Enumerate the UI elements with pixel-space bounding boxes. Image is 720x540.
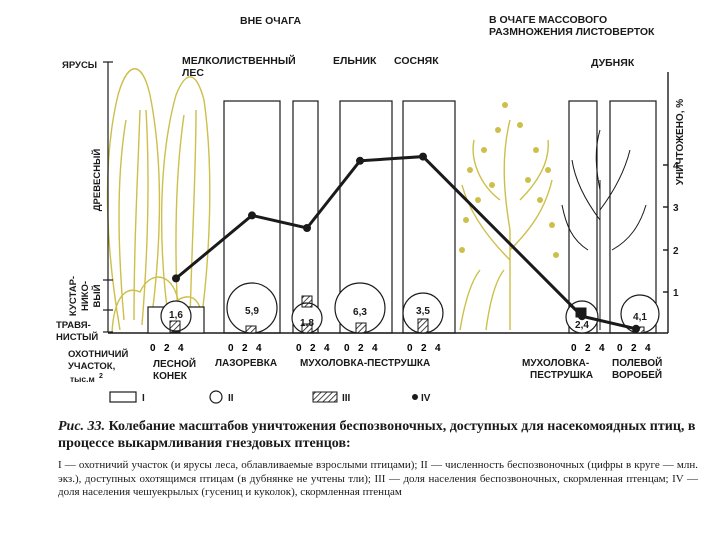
- territory-tick-label: 0: [228, 343, 234, 354]
- territory-tick-label: 0: [617, 343, 623, 354]
- zone-outbreak-heading-2: РАЗМНОЖЕНИЯ ЛИСТОВЕРТОК: [489, 26, 655, 38]
- fed-share-6: [417, 318, 429, 334]
- layer-shrub-label-3: ВЫЙ: [91, 284, 103, 307]
- species-label-vorobey-2: ВОРОБЕЙ: [612, 368, 662, 381]
- legend-label-II: II: [228, 393, 234, 404]
- habitat-stands: [223, 100, 657, 334]
- species-label-konek-1: ЛЕСНОЙ: [153, 357, 196, 370]
- abundance-value-1: 1,6: [169, 310, 183, 321]
- series-iv-point: [303, 224, 311, 232]
- territory-tick-label: 0: [571, 343, 577, 354]
- zone-outside-heading: ВНЕ ОЧАГА: [240, 15, 302, 27]
- territory-tick-label: 4: [324, 343, 330, 354]
- layer-scale: [103, 61, 113, 333]
- right-axis-tick-label-1: 1: [673, 288, 679, 299]
- fed-share-5: [355, 322, 367, 334]
- stand-sosnyak: [402, 100, 456, 334]
- abundance-value-4: 6,3: [353, 307, 367, 318]
- abundance-value-6: 2,4: [575, 320, 589, 331]
- series-iv-point: [172, 274, 180, 283]
- territory-tick-label: 2: [310, 343, 316, 354]
- layer-grass-label-1: ТРАВЯ-: [56, 320, 91, 331]
- habitat-melkolist-2: ЛЕС: [182, 67, 204, 79]
- territory-tick-label: 2: [358, 343, 364, 354]
- legend: I II III IV: [109, 390, 431, 404]
- habitat-elnik: ЕЛЬНИК: [333, 55, 377, 67]
- abundance-value-5: 3,5: [416, 306, 430, 317]
- territory-tick-label: 2: [585, 343, 591, 354]
- figure-caption-legend: I — охотничий участок (и ярусы леса, обл…: [58, 459, 698, 498]
- legend-symbol-I: [109, 391, 137, 403]
- fed-share-4: [301, 323, 313, 334]
- legend-symbol-IV: [412, 394, 418, 400]
- species-label-konek-2: КОНЕК: [153, 371, 188, 382]
- territory-tick-label: 4: [372, 343, 378, 354]
- fed-share-3: [301, 295, 313, 308]
- territory-tick-label: 0: [296, 343, 302, 354]
- territory-axis-label-sup: 2: [99, 373, 103, 380]
- right-axis-tick-label-3: 3: [673, 203, 679, 214]
- territory-tick-label: 2: [631, 343, 637, 354]
- right-axis: [663, 72, 669, 333]
- figure-number: Рис. 33.: [58, 419, 106, 434]
- series-iv-point: [419, 152, 427, 161]
- fed-share-2: [245, 325, 257, 334]
- legend-label-IV: IV: [421, 393, 431, 404]
- species-label-pestrushka-2b: ПЕСТРУШКА: [530, 370, 593, 381]
- vegetation-illustration: [106, 68, 559, 333]
- territory-axis-label-1: ОХОТНИЧИЙ: [68, 348, 129, 360]
- legend-symbol-II: [209, 390, 223, 404]
- series-iv-point: [578, 312, 586, 321]
- territory-tick-label: 0: [407, 343, 413, 354]
- territory-tick-label: 2: [421, 343, 427, 354]
- right-axis-tick-label-4: 4: [673, 161, 679, 172]
- habitat-sosnyak: СОСНЯК: [394, 55, 439, 67]
- species-label-lazorevka: ЛАЗОРЕВКА: [215, 358, 277, 369]
- legend-label-I: I: [142, 393, 145, 404]
- stand-dubnyak-1: [568, 100, 598, 334]
- right-axis-label: УНИЧТОЖЕНО, %: [675, 99, 686, 185]
- right-axis-tick-label-2: 2: [673, 246, 679, 257]
- territory-axis-label-2: УЧАСТОК,: [68, 361, 115, 372]
- territory-tick-label: 2: [164, 343, 170, 354]
- stand-dubnyak-2: [609, 100, 657, 334]
- territory-tick-label: 2: [242, 343, 248, 354]
- oak-tree-illustration: [561, 129, 647, 330]
- series-destroyed-line: [172, 152, 640, 333]
- layer-shrub-label-2: НИКО-: [80, 281, 91, 311]
- layer-shrub-label-1: КУСТАР-: [68, 276, 79, 316]
- legend-symbol-III: [312, 391, 338, 403]
- abundance-value-3: 1,8: [300, 318, 314, 329]
- territory-tick-label: 4: [599, 343, 605, 354]
- species-label-pestrushka-1: МУХОЛОВКА-ПЕСТРУШКА: [300, 358, 430, 369]
- foliage-dots: [459, 102, 559, 258]
- territory-tick-label: 4: [435, 343, 441, 354]
- territory-tick-label: 4: [178, 343, 184, 354]
- habitat-melkolist-1: МЕЛКОЛИСТВЕННЫЙ: [182, 54, 296, 67]
- territory-tick-label: 4: [645, 343, 651, 354]
- territory-tick-label: 4: [256, 343, 262, 354]
- figure-title: Колебание масштабов уничтожения беспозво…: [58, 419, 696, 451]
- zone-outbreak-heading-1: В ОЧАГЕ МАССОВОГО: [489, 14, 607, 26]
- series-iv-point: [248, 211, 256, 220]
- species-label-vorobey-1: ПОЛЕВОЙ: [612, 356, 662, 369]
- legend-label-III: III: [342, 393, 351, 404]
- territory-tick-label: 0: [344, 343, 350, 354]
- territory-axis-label-3: тыс.м: [70, 374, 95, 384]
- species-label-pestrushka-2a: МУХОЛОВКА-: [522, 358, 589, 369]
- series-iv-point: [356, 156, 364, 165]
- abundance-circles: [160, 282, 660, 334]
- habitat-dubnyak: ДУБНЯК: [591, 57, 635, 69]
- layer-grass-label-2: НИСТЫЙ: [56, 331, 98, 343]
- figure-caption-title: Рис. 33. Колебание масштабов уничтожения…: [58, 418, 698, 452]
- fed-share-1: [169, 320, 181, 333]
- abundance-value-2: 5,9: [245, 306, 259, 317]
- territory-tick-label: 0: [150, 343, 156, 354]
- abundance-value-7: 4,1: [633, 312, 647, 323]
- series-iv-point: [632, 324, 640, 333]
- layer-tree-label: ДРЕВЕСНЫЙ: [91, 149, 103, 212]
- layer-tiers-label: ЯРУСЫ: [62, 60, 97, 71]
